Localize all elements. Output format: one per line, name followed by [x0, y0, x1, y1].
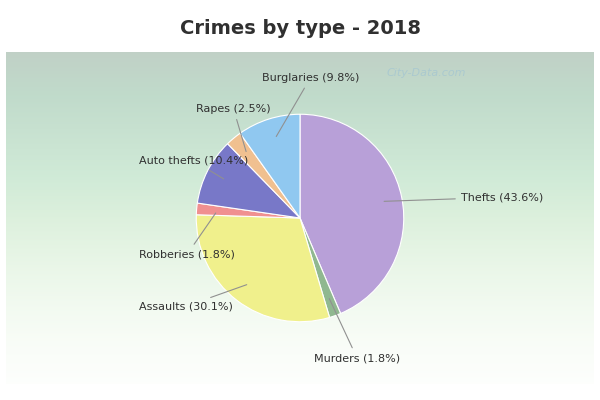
- Wedge shape: [240, 114, 300, 218]
- Text: Thefts (43.6%): Thefts (43.6%): [384, 192, 543, 202]
- Text: Assaults (30.1%): Assaults (30.1%): [139, 285, 247, 311]
- Wedge shape: [196, 215, 329, 322]
- Text: Robberies (1.8%): Robberies (1.8%): [139, 213, 235, 259]
- Text: Auto thefts (10.4%): Auto thefts (10.4%): [139, 156, 248, 179]
- Text: Rapes (2.5%): Rapes (2.5%): [196, 104, 271, 152]
- Text: City-Data.com: City-Data.com: [386, 68, 466, 78]
- Wedge shape: [227, 133, 300, 218]
- Wedge shape: [300, 114, 404, 314]
- Wedge shape: [196, 203, 300, 218]
- Text: Crimes by type - 2018: Crimes by type - 2018: [179, 19, 421, 38]
- Text: Murders (1.8%): Murders (1.8%): [314, 299, 400, 363]
- Wedge shape: [300, 218, 341, 318]
- Wedge shape: [197, 144, 300, 218]
- Text: Burglaries (9.8%): Burglaries (9.8%): [262, 73, 359, 136]
